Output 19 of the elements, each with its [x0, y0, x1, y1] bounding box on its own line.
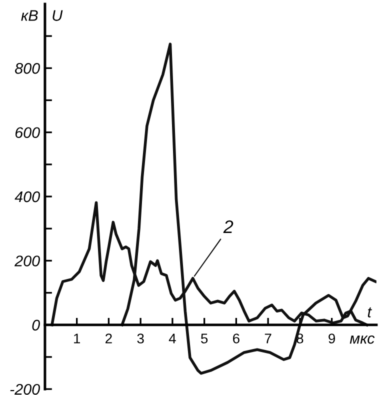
y-tick-label: 400 [14, 191, 40, 202]
text: кВ [21, 10, 38, 21]
x-axis-title: t [368, 307, 372, 318]
x-tick-label: 5 [201, 334, 208, 344]
x-tick-label: 7 [264, 334, 272, 344]
x-tick-label: 4 [168, 334, 176, 344]
x-tick-label: 6 [233, 334, 240, 344]
y-tick-label: -200 [10, 384, 40, 395]
y-axis-title: U [52, 10, 63, 21]
x-tick-label: 2 [106, 334, 112, 344]
x-tick-label: 3 [137, 334, 144, 344]
y-tick-label: 800 [15, 63, 40, 74]
y-tick-label: 200 [14, 256, 40, 266]
y-tick-label: 600 [15, 127, 40, 138]
annotation: 2 [223, 220, 234, 233]
y-tick-label: 0 [32, 320, 40, 331]
annotation: мкс [350, 335, 375, 344]
x-tick-label: 9 [328, 334, 336, 344]
x-tick-label: 1 [74, 334, 80, 344]
